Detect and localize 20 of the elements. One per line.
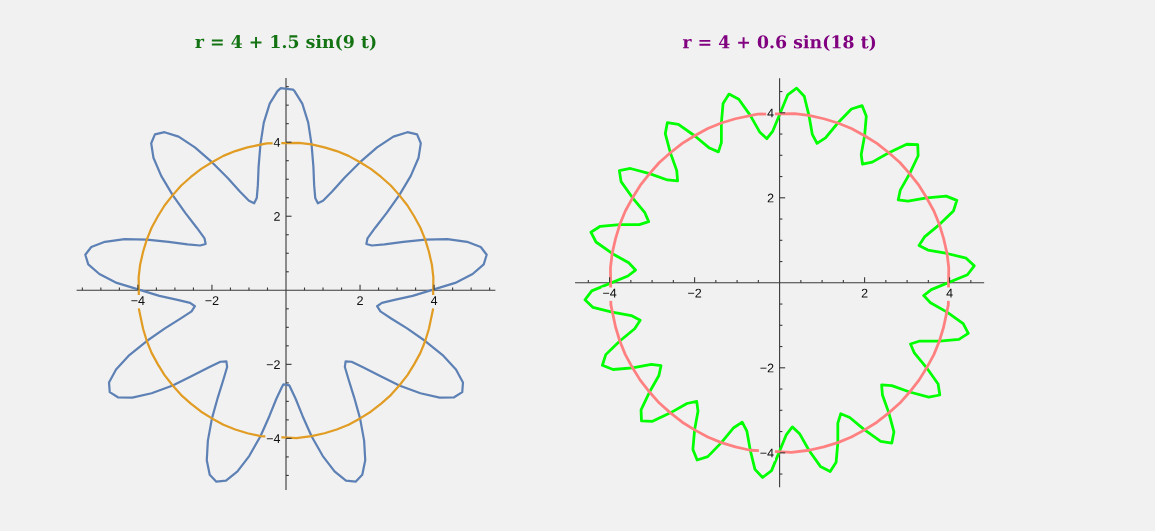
y-tick-label: 4 bbox=[767, 108, 774, 118]
y-tick-label: 2 bbox=[274, 212, 280, 221]
chart-title: r = 4 + 1.5 sin(9 t) bbox=[195, 34, 376, 51]
line-series bbox=[583, 86, 976, 479]
y-tick-label: −2 bbox=[266, 360, 280, 369]
chart-title: r = 4 + 0.6 sin(18 t) bbox=[682, 35, 876, 51]
y-tick-label: −4 bbox=[760, 448, 774, 458]
x-tick-label: 2 bbox=[357, 296, 363, 305]
y-tick-label: 4 bbox=[273, 138, 281, 147]
x-tick-label: −4 bbox=[131, 296, 145, 305]
x-tick-label: 4 bbox=[430, 296, 438, 305]
line-series bbox=[84, 87, 488, 483]
y-tick-label: 2 bbox=[767, 193, 774, 203]
x-tick-label: −4 bbox=[603, 288, 617, 298]
x-tick-label: −2 bbox=[205, 296, 219, 305]
x-tick-label: 4 bbox=[946, 288, 953, 298]
x-tick-label: 2 bbox=[861, 288, 868, 298]
x-tick-label: −2 bbox=[688, 288, 702, 298]
y-tick-label: −2 bbox=[760, 363, 774, 373]
y-tick-label: −4 bbox=[266, 434, 281, 443]
